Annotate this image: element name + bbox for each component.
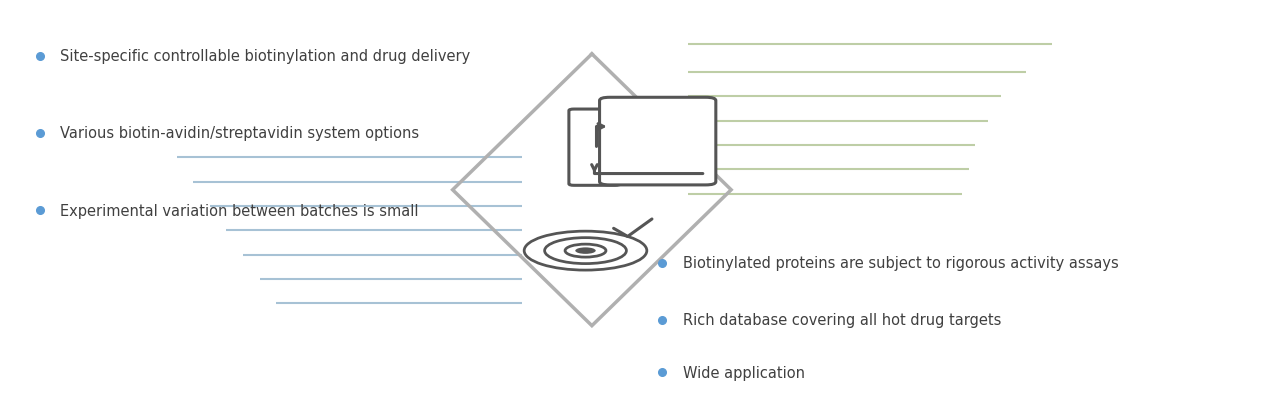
Text: Rich database covering all hot drug targets: Rich database covering all hot drug targ… (683, 312, 1001, 327)
FancyBboxPatch shape (599, 98, 716, 185)
Text: Site-specific controllable biotinylation and drug delivery: Site-specific controllable biotinylation… (60, 49, 471, 64)
Text: Biotinylated proteins are subject to rigorous activity assays: Biotinylated proteins are subject to rig… (683, 256, 1119, 271)
FancyBboxPatch shape (568, 110, 620, 186)
Text: Wide application: Wide application (683, 365, 805, 380)
Text: Various biotin-avidin/streptavidin system options: Various biotin-avidin/streptavidin syste… (60, 126, 419, 141)
Circle shape (575, 248, 595, 254)
Text: Experimental variation between batches is small: Experimental variation between batches i… (60, 203, 419, 218)
